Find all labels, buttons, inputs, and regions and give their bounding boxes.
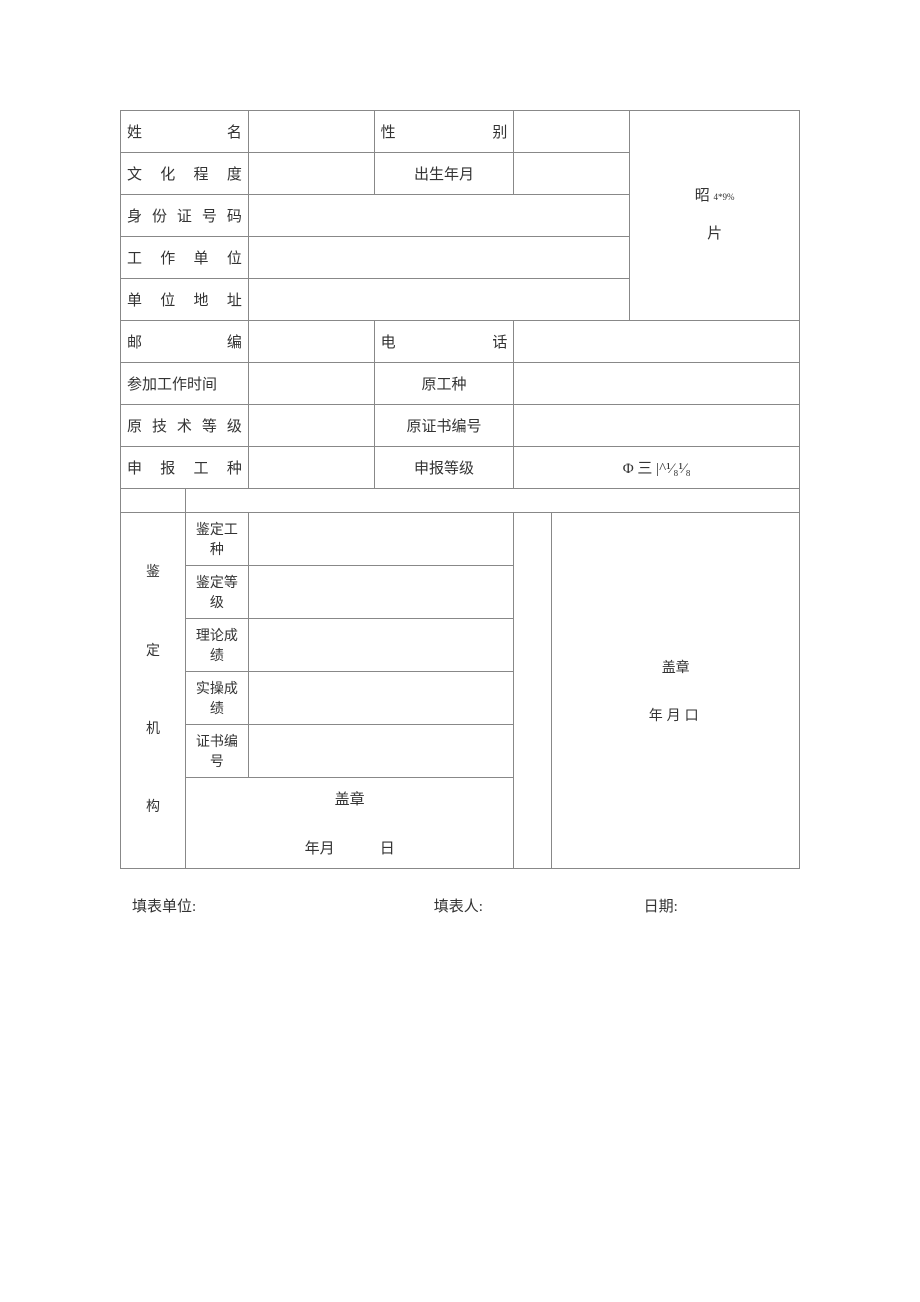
label-practice-score: 实操成绩 <box>185 672 248 725</box>
value-practice-score[interactable] <box>248 672 514 725</box>
label-assess-trade: 鉴定工种 <box>185 513 248 566</box>
label-unit-address: 单位地址 <box>121 279 249 321</box>
value-gender[interactable] <box>514 111 630 153</box>
date-d: 日 <box>380 841 395 857</box>
label-orig-level: 原技术等级 <box>121 405 249 447</box>
photo-small: 4*9% <box>713 192 734 202</box>
value-apply-trade[interactable] <box>248 447 374 489</box>
blank-narrow <box>121 489 186 513</box>
application-form-table: 姓 名 性 别 昭 4*9% 片 文化程度 出生年月 身份证号码 工作单位 单位… <box>120 110 800 869</box>
label-postcode: 邮 编 <box>121 321 249 363</box>
value-assess-trade[interactable] <box>248 513 514 566</box>
value-phone[interactable] <box>514 321 800 363</box>
label-name: 姓 名 <box>121 111 249 153</box>
label-org: 鉴定机构 <box>121 513 186 869</box>
value-apply-level: Φ 三 |^¹⁄₈¹⁄₈ <box>514 447 800 489</box>
label-assess-level: 鉴定等级 <box>185 566 248 619</box>
value-work-unit[interactable] <box>248 237 629 279</box>
label-apply-level: 申报等级 <box>374 447 514 489</box>
value-cert-number[interactable] <box>248 725 514 778</box>
footer-fill-date: 日期: <box>644 895 788 916</box>
stamp-area-left: 盖章 年月 日 <box>185 778 514 869</box>
date-ym: 年月 <box>305 841 335 857</box>
blank-wide[interactable] <box>185 489 799 513</box>
label-theory-score: 理论成绩 <box>185 619 248 672</box>
footer-filler-unit: 填表单位: <box>132 895 434 916</box>
label-orig-trade: 原工种 <box>374 363 514 405</box>
label-cert-number: 证书编号 <box>185 725 248 778</box>
photo-area: 昭 4*9% 片 <box>630 111 800 321</box>
date-text-left: 年月 日 <box>192 837 508 858</box>
value-unit-address[interactable] <box>248 279 629 321</box>
label-education: 文化程度 <box>121 153 249 195</box>
value-id-number[interactable] <box>248 195 629 237</box>
label-gender: 性 别 <box>374 111 514 153</box>
value-education[interactable] <box>248 153 374 195</box>
label-birth: 出生年月 <box>374 153 514 195</box>
value-postcode[interactable] <box>248 321 374 363</box>
label-phone: 电 话 <box>374 321 514 363</box>
footer-filler-person: 填表人: <box>434 895 644 916</box>
stamp-area-right: 盖章 年月口 <box>552 513 800 869</box>
value-orig-cert[interactable] <box>514 405 800 447</box>
value-name[interactable] <box>248 111 374 153</box>
value-assess-level[interactable] <box>248 566 514 619</box>
label-work-unit: 工作单位 <box>121 237 249 279</box>
label-work-start: 参加工作时间 <box>121 363 249 405</box>
photo-line-1: 昭 <box>695 188 710 204</box>
stamp-text-left: 盖章 <box>192 788 508 809</box>
spacer-col <box>514 513 552 869</box>
label-apply-trade: 申报工种 <box>121 447 249 489</box>
value-birth[interactable] <box>514 153 630 195</box>
footer-row: 填表单位: 填表人: 日期: <box>120 895 800 916</box>
value-work-start[interactable] <box>248 363 374 405</box>
label-id-number: 身份证号码 <box>121 195 249 237</box>
label-orig-cert: 原证书编号 <box>374 405 514 447</box>
value-orig-level[interactable] <box>248 405 374 447</box>
date-text-right: 年月口 <box>558 705 793 725</box>
photo-line-2: 片 <box>707 226 722 242</box>
value-theory-score[interactable] <box>248 619 514 672</box>
value-orig-trade[interactable] <box>514 363 800 405</box>
stamp-text-right: 盖章 <box>558 657 793 677</box>
